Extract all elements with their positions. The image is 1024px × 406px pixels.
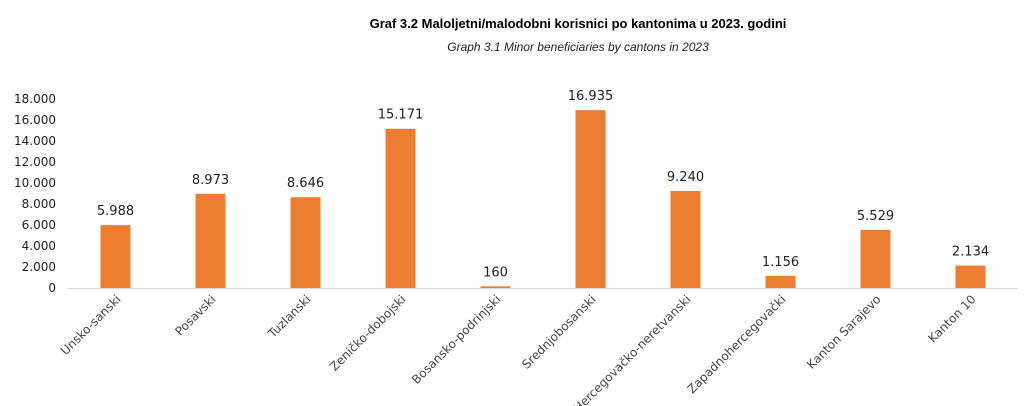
y-tick-label: 14.000 [14,134,56,148]
x-tick-label: Bosansko-podrinjski [409,292,504,387]
y-axis: 0 2.000 4.000 6.000 8.000 10.000 12.000 14.000 1… [14,92,56,295]
y-tick-label: 12.000 [14,155,56,169]
x-tick-label: Unsko-sanski [58,292,124,358]
bar [100,225,131,288]
data-label: 9.240 [667,170,704,185]
y-tick-label: 16.000 [14,113,56,127]
x-tick-label: Kanton 10 [925,292,978,345]
chart-title: Graf 3.2 Maloljetni/malodobni korisnici … [370,16,787,31]
x-axis: Unsko-sanski Posavski Tuzlanski Zeničko-dob… [58,292,979,406]
x-tick-label: Posavski [172,292,218,338]
data-label: 16.935 [568,89,614,104]
bars-group [100,110,986,289]
bar [290,197,321,288]
data-label: 2.134 [952,245,989,260]
data-label: 5.988 [97,204,134,219]
data-label: 15.171 [378,108,424,123]
x-tick-label: Srednjobosanski [519,292,598,371]
bar [955,265,986,288]
bar [670,190,701,288]
bar [195,193,226,288]
x-tick-label: Tuzlanski [265,292,314,341]
bar [385,128,416,288]
bar [860,229,891,288]
data-label: 8.646 [287,176,324,191]
y-tick-label: 2.000 [22,260,56,274]
y-tick-label: 4.000 [22,239,56,253]
data-label: 1.156 [762,255,799,270]
data-label: 8.973 [192,173,229,188]
x-tick-label: Kanton Sarajevo [804,292,884,372]
y-tick-label: 18.000 [14,92,56,106]
y-tick-label: 0 [48,281,56,295]
data-labels: 5.988 8.973 8.646 15.171 160 16.935 9.240 1.156… [97,89,989,280]
data-label: 160 [483,265,508,280]
x-tick-label: Zeničko-dobojski [327,292,409,374]
bar [765,275,796,288]
data-label: 5.529 [857,209,894,224]
chart-subtitle: Graph 3.1 Minor beneficiaries by cantons… [447,40,709,54]
x-tick-label: Zapadnohercegovački [685,292,789,396]
y-tick-label: 10.000 [14,176,56,190]
bar [575,110,606,289]
y-tick-label: 6.000 [22,218,56,232]
y-tick-label: 8.000 [22,197,56,211]
bar [480,286,511,288]
